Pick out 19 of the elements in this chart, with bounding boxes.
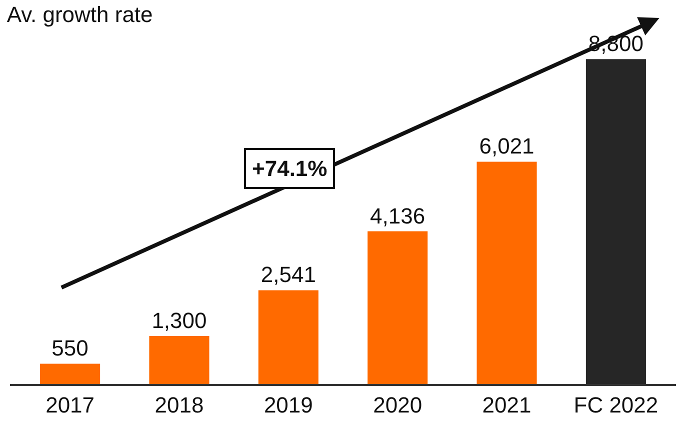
bar xyxy=(586,59,646,384)
x-tick-label: 2018 xyxy=(154,392,204,418)
chart-title: Av. growth rate xyxy=(6,2,153,27)
bar xyxy=(149,336,210,384)
data-label: 4,136 xyxy=(370,203,426,228)
data-label: 550 xyxy=(52,336,88,361)
x-tick-label: FC 2022 xyxy=(574,392,658,418)
x-tick-label: 2021 xyxy=(482,392,532,418)
annotation: +74.1% xyxy=(252,156,328,181)
x-tick-label: 2019 xyxy=(264,392,313,418)
data-label: 6,021 xyxy=(479,134,534,159)
x-tick-label: 2017 xyxy=(46,392,95,418)
bar xyxy=(368,231,428,384)
data-label: 1,300 xyxy=(152,308,207,333)
x-tick-label: 2020 xyxy=(373,392,422,418)
data-label: 2,541 xyxy=(260,262,316,288)
bar xyxy=(40,364,100,384)
bar xyxy=(476,162,537,384)
bar xyxy=(258,290,318,384)
